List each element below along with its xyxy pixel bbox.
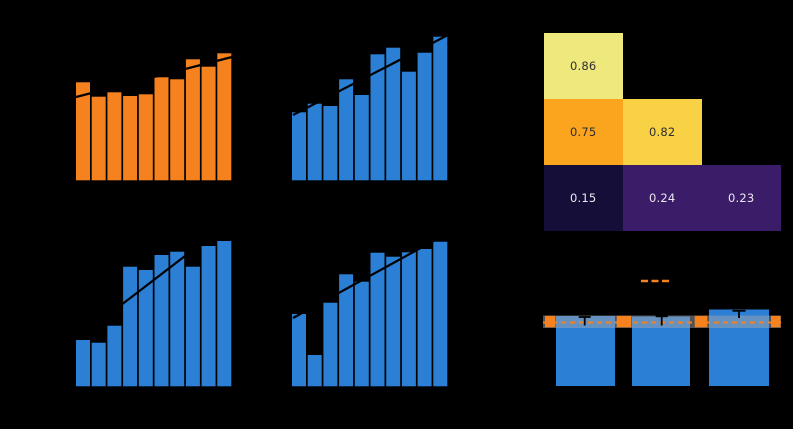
bar <box>433 36 448 181</box>
thick-dash-segment <box>545 315 556 328</box>
trend-line <box>292 34 449 116</box>
bar <box>370 252 385 387</box>
bar <box>170 79 185 181</box>
bar <box>307 355 322 387</box>
trend-line <box>77 219 233 339</box>
bar <box>91 96 106 181</box>
bar <box>401 71 416 181</box>
bar <box>123 96 138 181</box>
bar <box>292 314 306 387</box>
bar <box>107 92 122 181</box>
heatmap-cell: 0.23 <box>701 164 781 231</box>
bar <box>354 95 369 181</box>
heatmap-cell: 0.24 <box>622 164 702 231</box>
bar <box>123 266 138 387</box>
bar <box>386 256 401 387</box>
heatmap-cell: 0.75 <box>543 98 623 165</box>
bar <box>185 266 200 387</box>
heatmap-cell: 0.82 <box>622 98 702 165</box>
bar <box>292 112 306 181</box>
trend-line <box>75 55 233 99</box>
bar <box>217 53 232 181</box>
bar <box>386 47 401 181</box>
bar <box>170 251 185 387</box>
bar <box>632 316 690 386</box>
heatmap-cell: 0.15 <box>543 164 623 231</box>
thick-dash-segment <box>771 315 781 328</box>
heatmap-cell: 0.86 <box>543 32 623 99</box>
bar <box>201 66 216 181</box>
bar <box>307 103 322 181</box>
bar <box>76 340 90 387</box>
bar <box>76 82 90 181</box>
bar <box>339 274 354 387</box>
bar <box>354 281 369 387</box>
bar <box>154 77 169 181</box>
bar <box>138 270 153 387</box>
bar <box>417 249 432 387</box>
bar <box>339 79 354 181</box>
bar <box>154 255 169 387</box>
bar <box>401 252 416 387</box>
bar <box>138 94 153 181</box>
bar <box>433 241 448 387</box>
bar <box>107 325 122 387</box>
bar <box>185 59 200 181</box>
bar <box>370 54 385 181</box>
bar <box>217 241 232 387</box>
bar <box>323 302 338 387</box>
trend-line <box>292 232 449 319</box>
bar <box>323 106 338 181</box>
bar <box>91 342 106 387</box>
bar <box>201 246 216 387</box>
bar <box>417 52 432 181</box>
